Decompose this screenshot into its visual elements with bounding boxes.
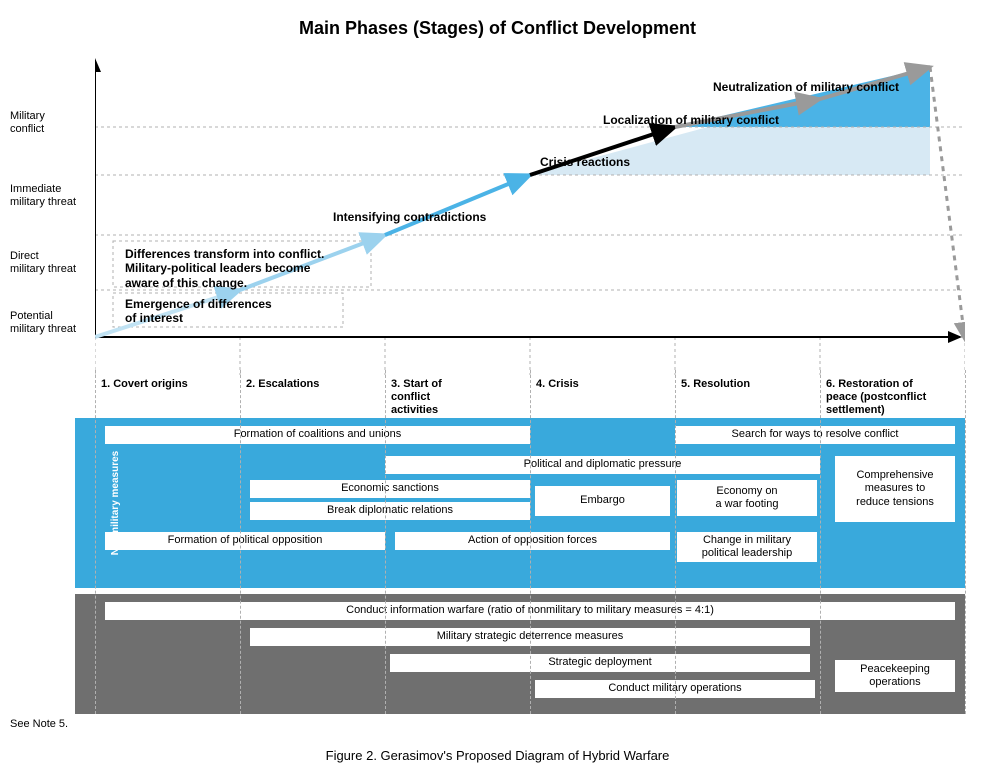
measure-box: Conduct military operations (535, 680, 815, 698)
x-axis-label: 4. Crisis (536, 378, 673, 391)
measure-box: Comprehensivemeasures toreduce tensions (835, 456, 955, 522)
measure-box: Search for ways to resolve conflict (675, 426, 955, 444)
measure-box: Economy ona war footing (677, 480, 817, 516)
y-axis-label: Militaryconflict (10, 110, 90, 136)
stage-label: Differences transform into conflict.Mili… (125, 247, 324, 290)
stage-label: Emergence of differencesof interest (125, 297, 272, 326)
stage-label: Intensifying contradictions (333, 210, 486, 224)
y-axis-label: Immediatemilitary threat (10, 183, 90, 209)
nonmilitary-band: Nonmilitary measuresFormation of coaliti… (95, 418, 965, 588)
measure-box: Break diplomatic relations (250, 502, 530, 520)
measure-box: Action of opposition forces (395, 532, 670, 550)
measure-box: Strategic deployment (390, 654, 810, 672)
x-axis-label: 2. Escalations (246, 378, 383, 391)
measure-box: Political and diplomatic pressure (385, 456, 820, 474)
measure-box: Formation of coalitions and unions (105, 426, 530, 444)
measure-box: Formation of political opposition (105, 532, 385, 550)
measure-box: Conduct information warfare (ratio of no… (105, 602, 955, 620)
x-axis-label: 5. Resolution (681, 378, 818, 391)
x-axis-label: 1. Covert origins (101, 378, 238, 391)
measure-box: Embargo (535, 486, 670, 516)
figure-caption: Figure 2. Gerasimov's Proposed Diagram o… (0, 748, 995, 763)
measure-box: Change in militarypolitical leadership (677, 532, 817, 562)
measures-bands: Nonmilitary measuresFormation of coaliti… (95, 418, 965, 720)
stage-label: Neutralization of military conflict (713, 80, 899, 94)
measure-box: Peacekeepingoperations (835, 660, 955, 692)
conflict-chart: Emergence of differencesof interest Diffe… (95, 55, 965, 370)
measure-box: Economic sanctions (250, 480, 530, 498)
x-axis-label: 6. Restoration ofpeace (postconflictsett… (826, 378, 963, 418)
footnote: See Note 5. (10, 718, 68, 730)
military-band: MilitarymeasuresConduct information warf… (95, 594, 965, 714)
stage-label: Crisis reactions (540, 155, 630, 169)
y-axis-label: Potentialmilitary threat (10, 310, 90, 336)
stage-label: Localization of military conflict (603, 113, 779, 127)
main-title: Main Phases (Stages) of Conflict Develop… (0, 18, 995, 39)
measure-box: Military strategic deterrence measures (250, 628, 810, 646)
x-axis-label: 3. Start ofconflictactivities (391, 378, 528, 418)
y-axis-label: Directmilitary threat (10, 250, 90, 276)
